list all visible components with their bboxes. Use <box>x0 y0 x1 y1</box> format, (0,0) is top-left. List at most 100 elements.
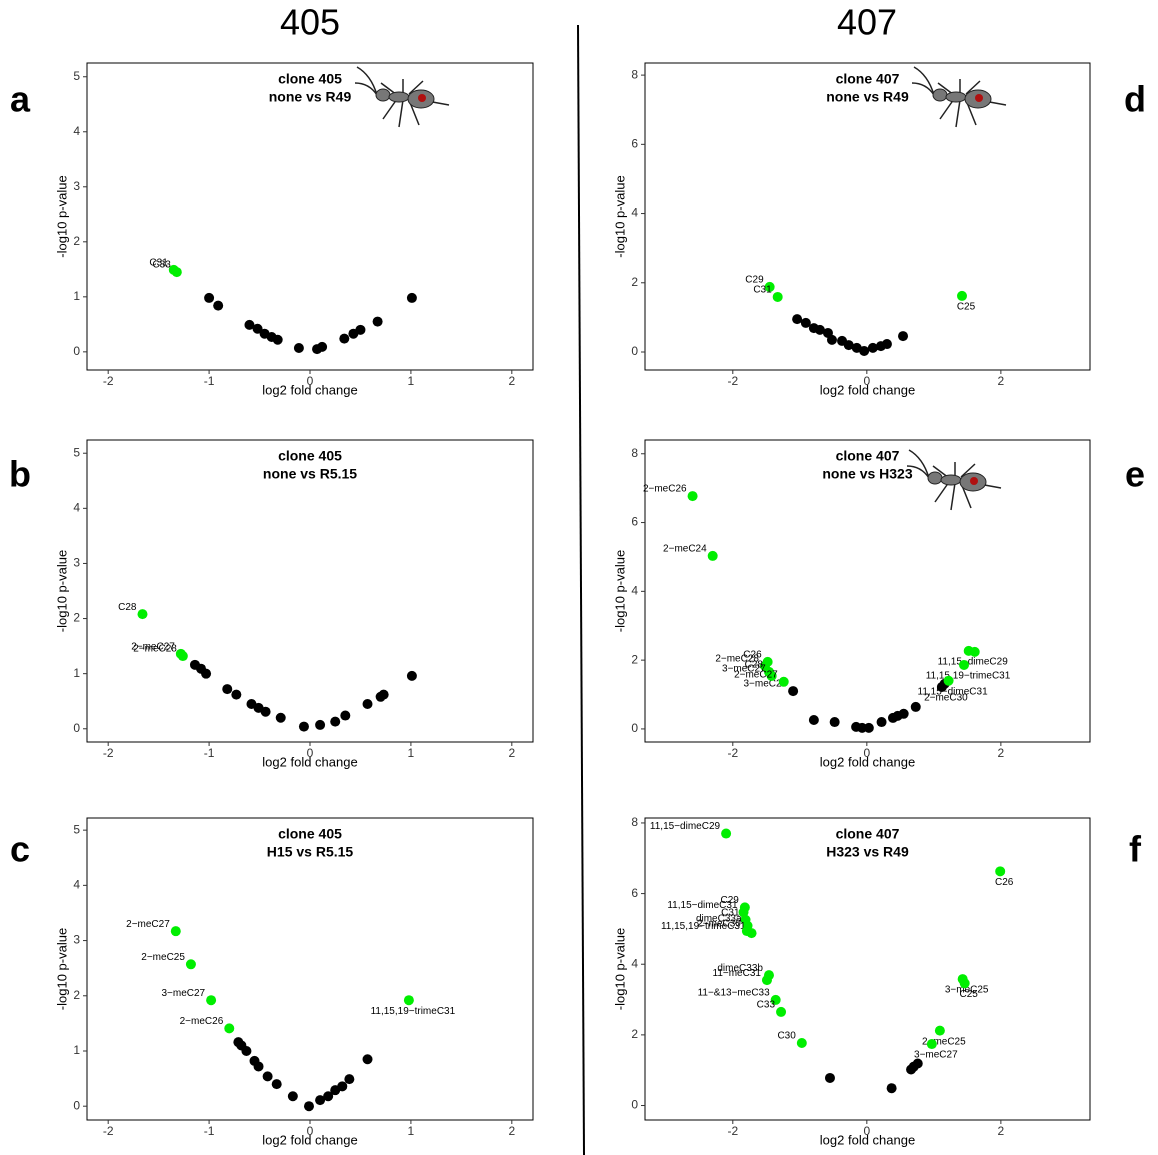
point-label: 11−&13−meC33 <box>698 988 771 999</box>
point-label: C31 <box>721 907 740 918</box>
y-tick-label: 0 <box>73 344 80 358</box>
point <box>876 717 887 728</box>
chart-title: clone 407 <box>836 71 900 87</box>
point <box>344 1074 355 1085</box>
ant-leg <box>955 99 961 128</box>
y-tick-label: 0 <box>631 721 638 735</box>
x-tick-label: -1 <box>204 1124 215 1138</box>
point-label: C25 <box>959 989 978 1000</box>
y-tick-label: 4 <box>631 584 638 598</box>
panel-letter: b <box>9 454 31 495</box>
y-tick-label: 0 <box>631 344 638 358</box>
chart-title: clone 407 <box>836 448 900 464</box>
point <box>185 959 196 970</box>
point-label: C26 <box>995 877 1014 888</box>
point-label: C33 <box>757 1000 776 1011</box>
point <box>171 267 182 278</box>
point <box>177 651 188 662</box>
x-tick-label: 2 <box>508 374 515 388</box>
y-axis-label: -log10 p-value <box>54 175 69 257</box>
y-axis-label: -log10 p-value <box>612 175 627 257</box>
point <box>362 1054 373 1065</box>
y-tick-label: 8 <box>631 446 638 460</box>
point <box>317 341 328 352</box>
point <box>253 1061 264 1072</box>
point <box>287 1091 298 1102</box>
point <box>721 828 732 839</box>
point <box>372 316 383 327</box>
ant-leg <box>934 481 950 503</box>
y-tick-label: 6 <box>631 515 638 529</box>
point-label: C33 <box>152 260 171 271</box>
y-tick-label: 4 <box>631 206 638 220</box>
x-tick-label: 1 <box>408 1124 415 1138</box>
x-tick-label: 2 <box>508 1124 515 1138</box>
point <box>959 659 970 670</box>
point <box>201 668 212 679</box>
chart-subtitle: none vs H323 <box>822 466 912 482</box>
point-label: C25 <box>957 302 976 313</box>
y-tick-label: 2 <box>631 652 638 666</box>
point <box>912 1058 923 1069</box>
x-tick-label: 0 <box>307 746 314 760</box>
y-axis-label: -log10 p-value <box>54 550 69 632</box>
y-tick-label: 3 <box>73 179 80 193</box>
point-label: 2−meC27 <box>131 641 175 652</box>
point <box>814 324 825 335</box>
point <box>808 714 819 725</box>
point-label: C29 <box>720 895 739 906</box>
panel-letter: d <box>1124 79 1146 120</box>
point <box>378 689 389 700</box>
point-label: C29 <box>745 275 764 286</box>
plot-frame <box>644 817 1091 1121</box>
point <box>886 1083 897 1094</box>
point <box>406 292 417 303</box>
x-tick-label: -2 <box>103 1124 114 1138</box>
x-tick-label: -1 <box>204 374 215 388</box>
x-tick-label: 0 <box>863 1124 870 1138</box>
y-tick-label: 2 <box>631 275 638 289</box>
ant-dot <box>975 94 983 102</box>
point <box>926 1039 937 1050</box>
point <box>766 670 777 681</box>
point <box>231 689 242 700</box>
point-label: 2−meC25 <box>922 1036 966 1047</box>
point <box>761 975 772 986</box>
point-label: 2−meC28 <box>715 654 759 665</box>
point <box>867 342 878 353</box>
point <box>315 1095 326 1106</box>
point-label: dimeC33b <box>717 963 763 974</box>
point-label: 3−meC27 <box>722 664 766 675</box>
y-tick-label: 6 <box>631 137 638 151</box>
ant-leg <box>398 99 404 128</box>
ant-icon <box>911 66 1007 128</box>
panel-letter: c <box>10 829 30 870</box>
ant-antenna <box>354 66 378 96</box>
y-tick-label: 4 <box>73 501 80 515</box>
point <box>204 292 215 303</box>
point-label: 11,15−dimeC29 <box>938 656 1009 667</box>
point-label: C28 <box>745 659 764 670</box>
point <box>337 1081 348 1092</box>
point <box>260 706 271 717</box>
ant-head <box>375 88 391 102</box>
x-tick-label: 2 <box>998 374 1005 388</box>
point <box>772 291 783 302</box>
point-label: 11−meC31 <box>713 968 762 979</box>
chart-subtitle: none vs R49 <box>826 89 909 105</box>
panel-letter: a <box>10 79 31 120</box>
ant-antenna <box>911 66 935 96</box>
point <box>224 1023 235 1034</box>
ant-leg <box>939 98 955 120</box>
plot-frame <box>644 62 1091 371</box>
ant-thorax <box>945 91 967 103</box>
x-tick-label: -1 <box>204 746 215 760</box>
y-tick-label: 8 <box>631 67 638 81</box>
x-tick-label: 0 <box>863 746 870 760</box>
y-tick-label: 8 <box>631 815 638 829</box>
ant-head <box>927 471 943 485</box>
x-tick-label: 0 <box>307 374 314 388</box>
point-label: 2−meC27 <box>126 919 170 930</box>
ant-thorax <box>940 474 962 486</box>
